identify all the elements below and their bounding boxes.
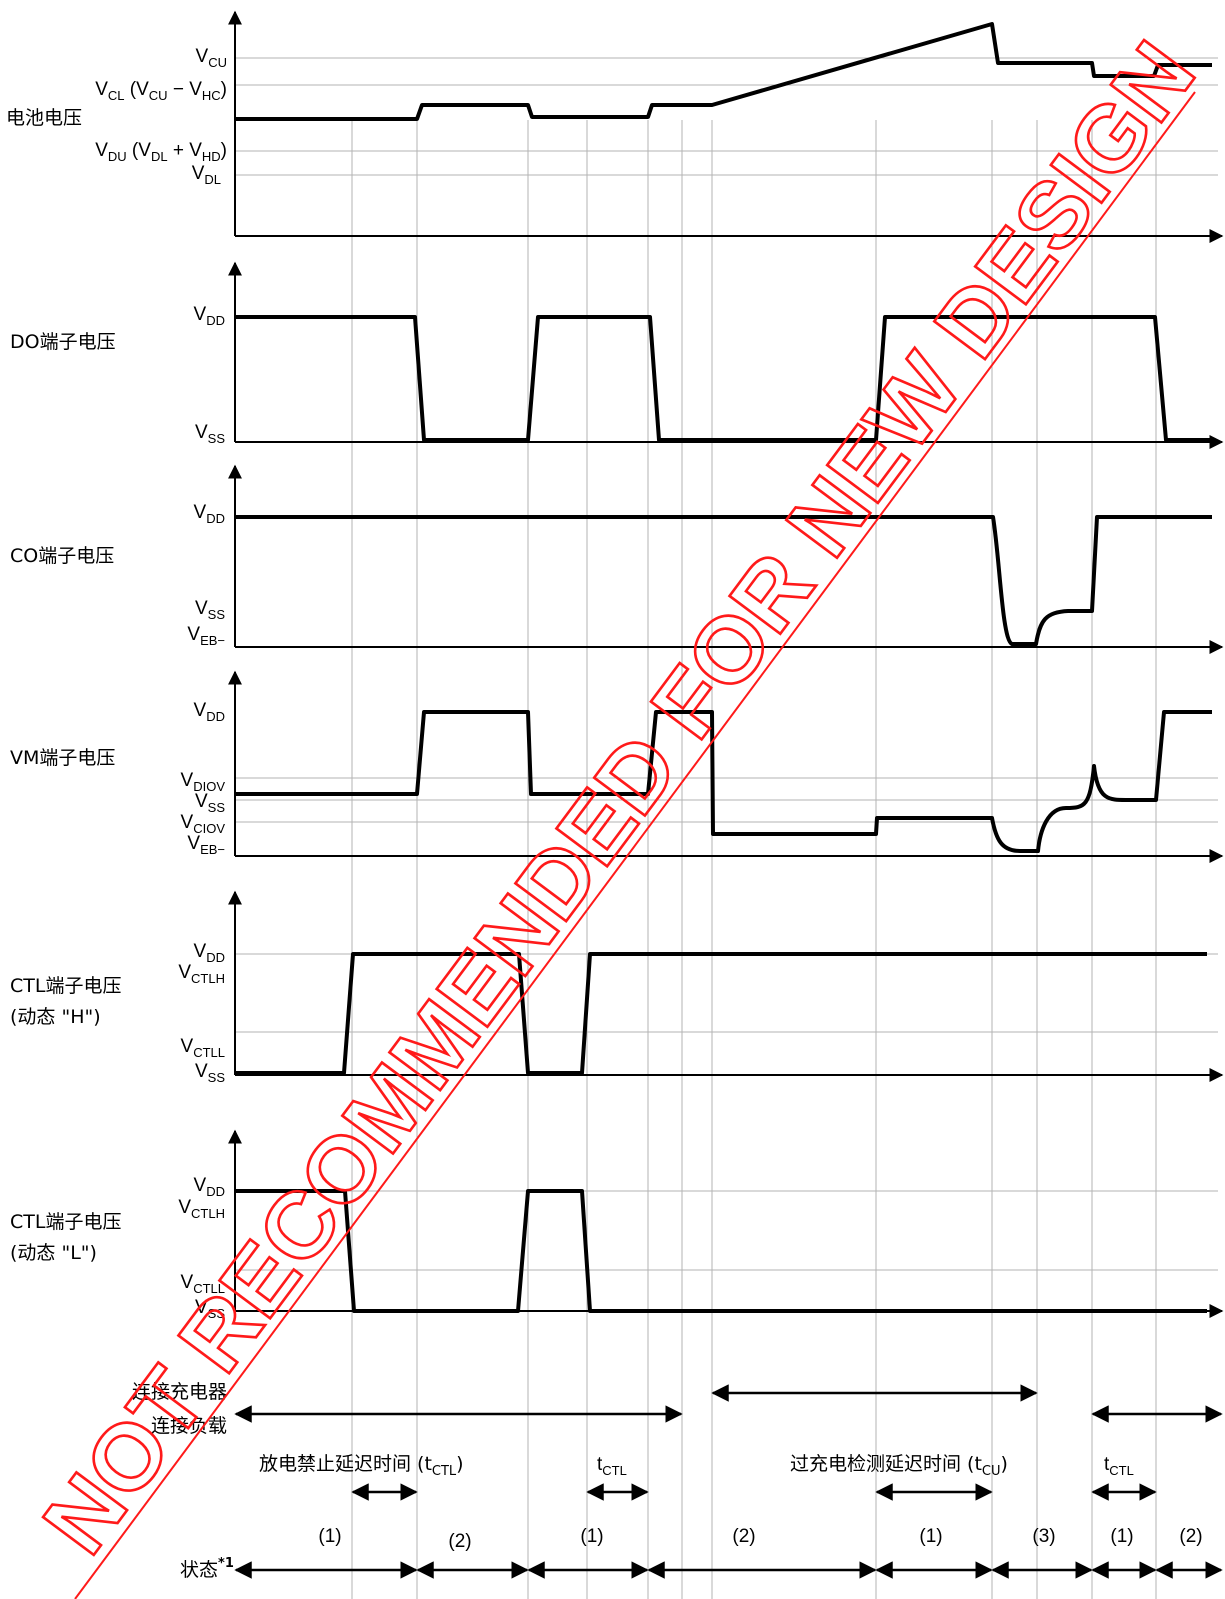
tctl-label-1: tCTL (597, 1454, 627, 1478)
state-3: (1) (580, 1526, 603, 1547)
ctl-h-vss-label: VSS (195, 1061, 225, 1085)
horizontal-gridlines (235, 57, 1218, 1271)
ctl-l-vss-label: VSS (195, 1297, 225, 1321)
vm-vss-label: VSS (195, 791, 225, 815)
state-6: (3) (1032, 1526, 1055, 1547)
ctl-h-voltage-trace (235, 952, 1207, 1075)
vm-vciov-label: VCIOV (181, 812, 226, 836)
battery-voltage-trace (235, 22, 1212, 121)
state-label: 状态*1 (180, 1556, 234, 1581)
vdl-label: VDL (192, 163, 221, 187)
waveforms (235, 22, 1212, 1313)
ctl-h-subtitle: (动态 "H") (10, 1006, 101, 1028)
state-labels: (1) (2) (1) (2) (1) (3) (1) (2) (318, 1526, 1202, 1552)
state-8: (2) (1179, 1526, 1202, 1547)
do-voltage-trace (235, 315, 1212, 442)
ctl-l-subtitle: (动态 "L") (10, 1242, 97, 1264)
state-7: (1) (1110, 1526, 1133, 1547)
battery-voltage-title: 电池电压 (6, 107, 82, 129)
ctl-h-title: CTL端子电压 (10, 975, 121, 997)
vm-voltage-trace (235, 710, 1212, 853)
discharge-inhibit-delay-label: 放电禁止延迟时间 (tCTL) (259, 1453, 464, 1479)
vcu-label: VCU (196, 46, 227, 70)
ctl-l-voltage-trace (235, 1189, 1207, 1313)
vm-vdiov-label: VDIOV (181, 770, 226, 794)
state-5: (1) (919, 1526, 942, 1547)
co-voltage-trace (235, 515, 1212, 646)
ctl-l-vctll-label: VCTLL (181, 1272, 225, 1296)
do-vdd-label: VDD (194, 304, 225, 328)
ctl-h-vdd-label: VDD (194, 941, 225, 965)
co-voltage-title: CO端子电压 (10, 545, 114, 567)
vcl-label: VCL (VCU − VHC) (95, 79, 227, 103)
charger-connected-label: 连接充电器 (132, 1381, 227, 1403)
ctl-l-vdd-label: VDD (194, 1175, 225, 1199)
overcharge-delay-label: 过充电检测延迟时间 (tCU) (790, 1453, 1008, 1479)
state-1: (1) (318, 1526, 341, 1547)
ctl-h-vctlh-label: VCTLH (178, 962, 225, 986)
co-veb-label: VEB− (187, 624, 225, 648)
tctl-label-2: tCTL (1104, 1454, 1134, 1478)
vm-veb-label: VEB− (187, 833, 225, 857)
vm-voltage-title: VM端子电压 (10, 747, 115, 769)
do-voltage-title: DO端子电压 (10, 331, 116, 353)
vm-vdd-label: VDD (194, 700, 225, 724)
watermark-line (74, 91, 1196, 1599)
co-vss-label: VSS (195, 598, 225, 622)
state-4: (2) (732, 1526, 755, 1547)
co-vdd-label: VDD (194, 502, 225, 526)
vertical-gridlines (351, 120, 1157, 1599)
ctl-h-vctll-label: VCTLL (181, 1036, 225, 1060)
connection-arrows (234, 1384, 1223, 1423)
vdu-label: VDU (VDL + VHD) (95, 140, 227, 164)
ctl-l-vctlh-label: VCTLH (178, 1197, 225, 1221)
state-2: (2) (448, 1531, 471, 1552)
do-vss-label: VSS (195, 422, 225, 446)
ctl-l-title: CTL端子电压 (10, 1211, 121, 1233)
